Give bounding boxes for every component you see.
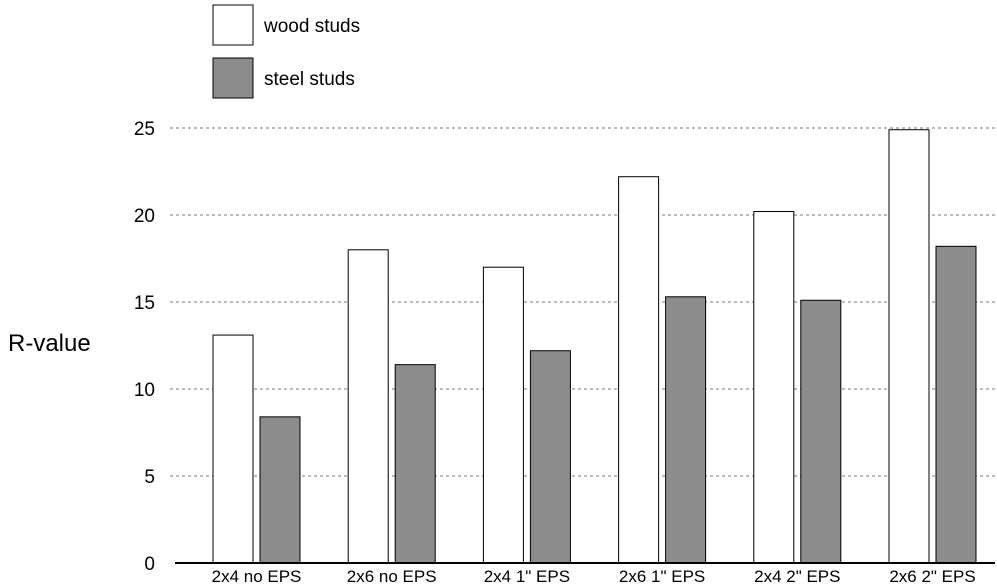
bar-steel-studs xyxy=(394,364,436,564)
bar-steel-studs xyxy=(800,299,842,564)
x-tick-label: 2x4 1" EPS xyxy=(484,567,570,586)
x-tick-label: 2x4 no EPS xyxy=(212,567,302,586)
x-tick-label: 2x6 no EPS xyxy=(347,567,437,586)
y-tick-label: 10 xyxy=(134,380,155,401)
bar-wood-studs xyxy=(212,334,254,564)
legend: wood studs steel studs xyxy=(212,4,360,99)
legend-swatch-steel-studs xyxy=(212,57,254,99)
axes: 0 5 10 15 20 25 2x4 no EPS 2x6 no EPS 2x4 1" EPS… xyxy=(134,119,995,586)
y-tick-label: 0 xyxy=(144,554,155,575)
x-tick-label: 2x4 2" EPS xyxy=(754,567,840,586)
bar-wood-studs xyxy=(482,266,524,564)
legend-swatch-wood-studs xyxy=(212,4,254,46)
bars xyxy=(212,129,977,564)
bar-steel-studs xyxy=(935,245,977,564)
y-tick-label: 5 xyxy=(144,467,155,488)
legend-label: steel studs xyxy=(264,69,355,90)
y-tick-label: 25 xyxy=(134,119,155,140)
bar-wood-studs xyxy=(618,176,660,564)
y-tick-label: 20 xyxy=(134,206,155,227)
bar-wood-studs xyxy=(753,211,795,564)
bar-wood-studs xyxy=(888,129,930,564)
x-tick-label: 2x6 1" EPS xyxy=(619,567,705,586)
x-tick-label: 2x6 2" EPS xyxy=(889,567,975,586)
y-axis-label: R-value xyxy=(8,330,91,357)
bar-steel-studs xyxy=(529,350,571,564)
bar-steel-studs xyxy=(259,416,301,564)
bar-steel-studs xyxy=(665,296,707,564)
legend-label: wood studs xyxy=(263,16,360,37)
y-tick-label: 15 xyxy=(134,293,155,314)
bar-wood-studs xyxy=(347,249,389,564)
